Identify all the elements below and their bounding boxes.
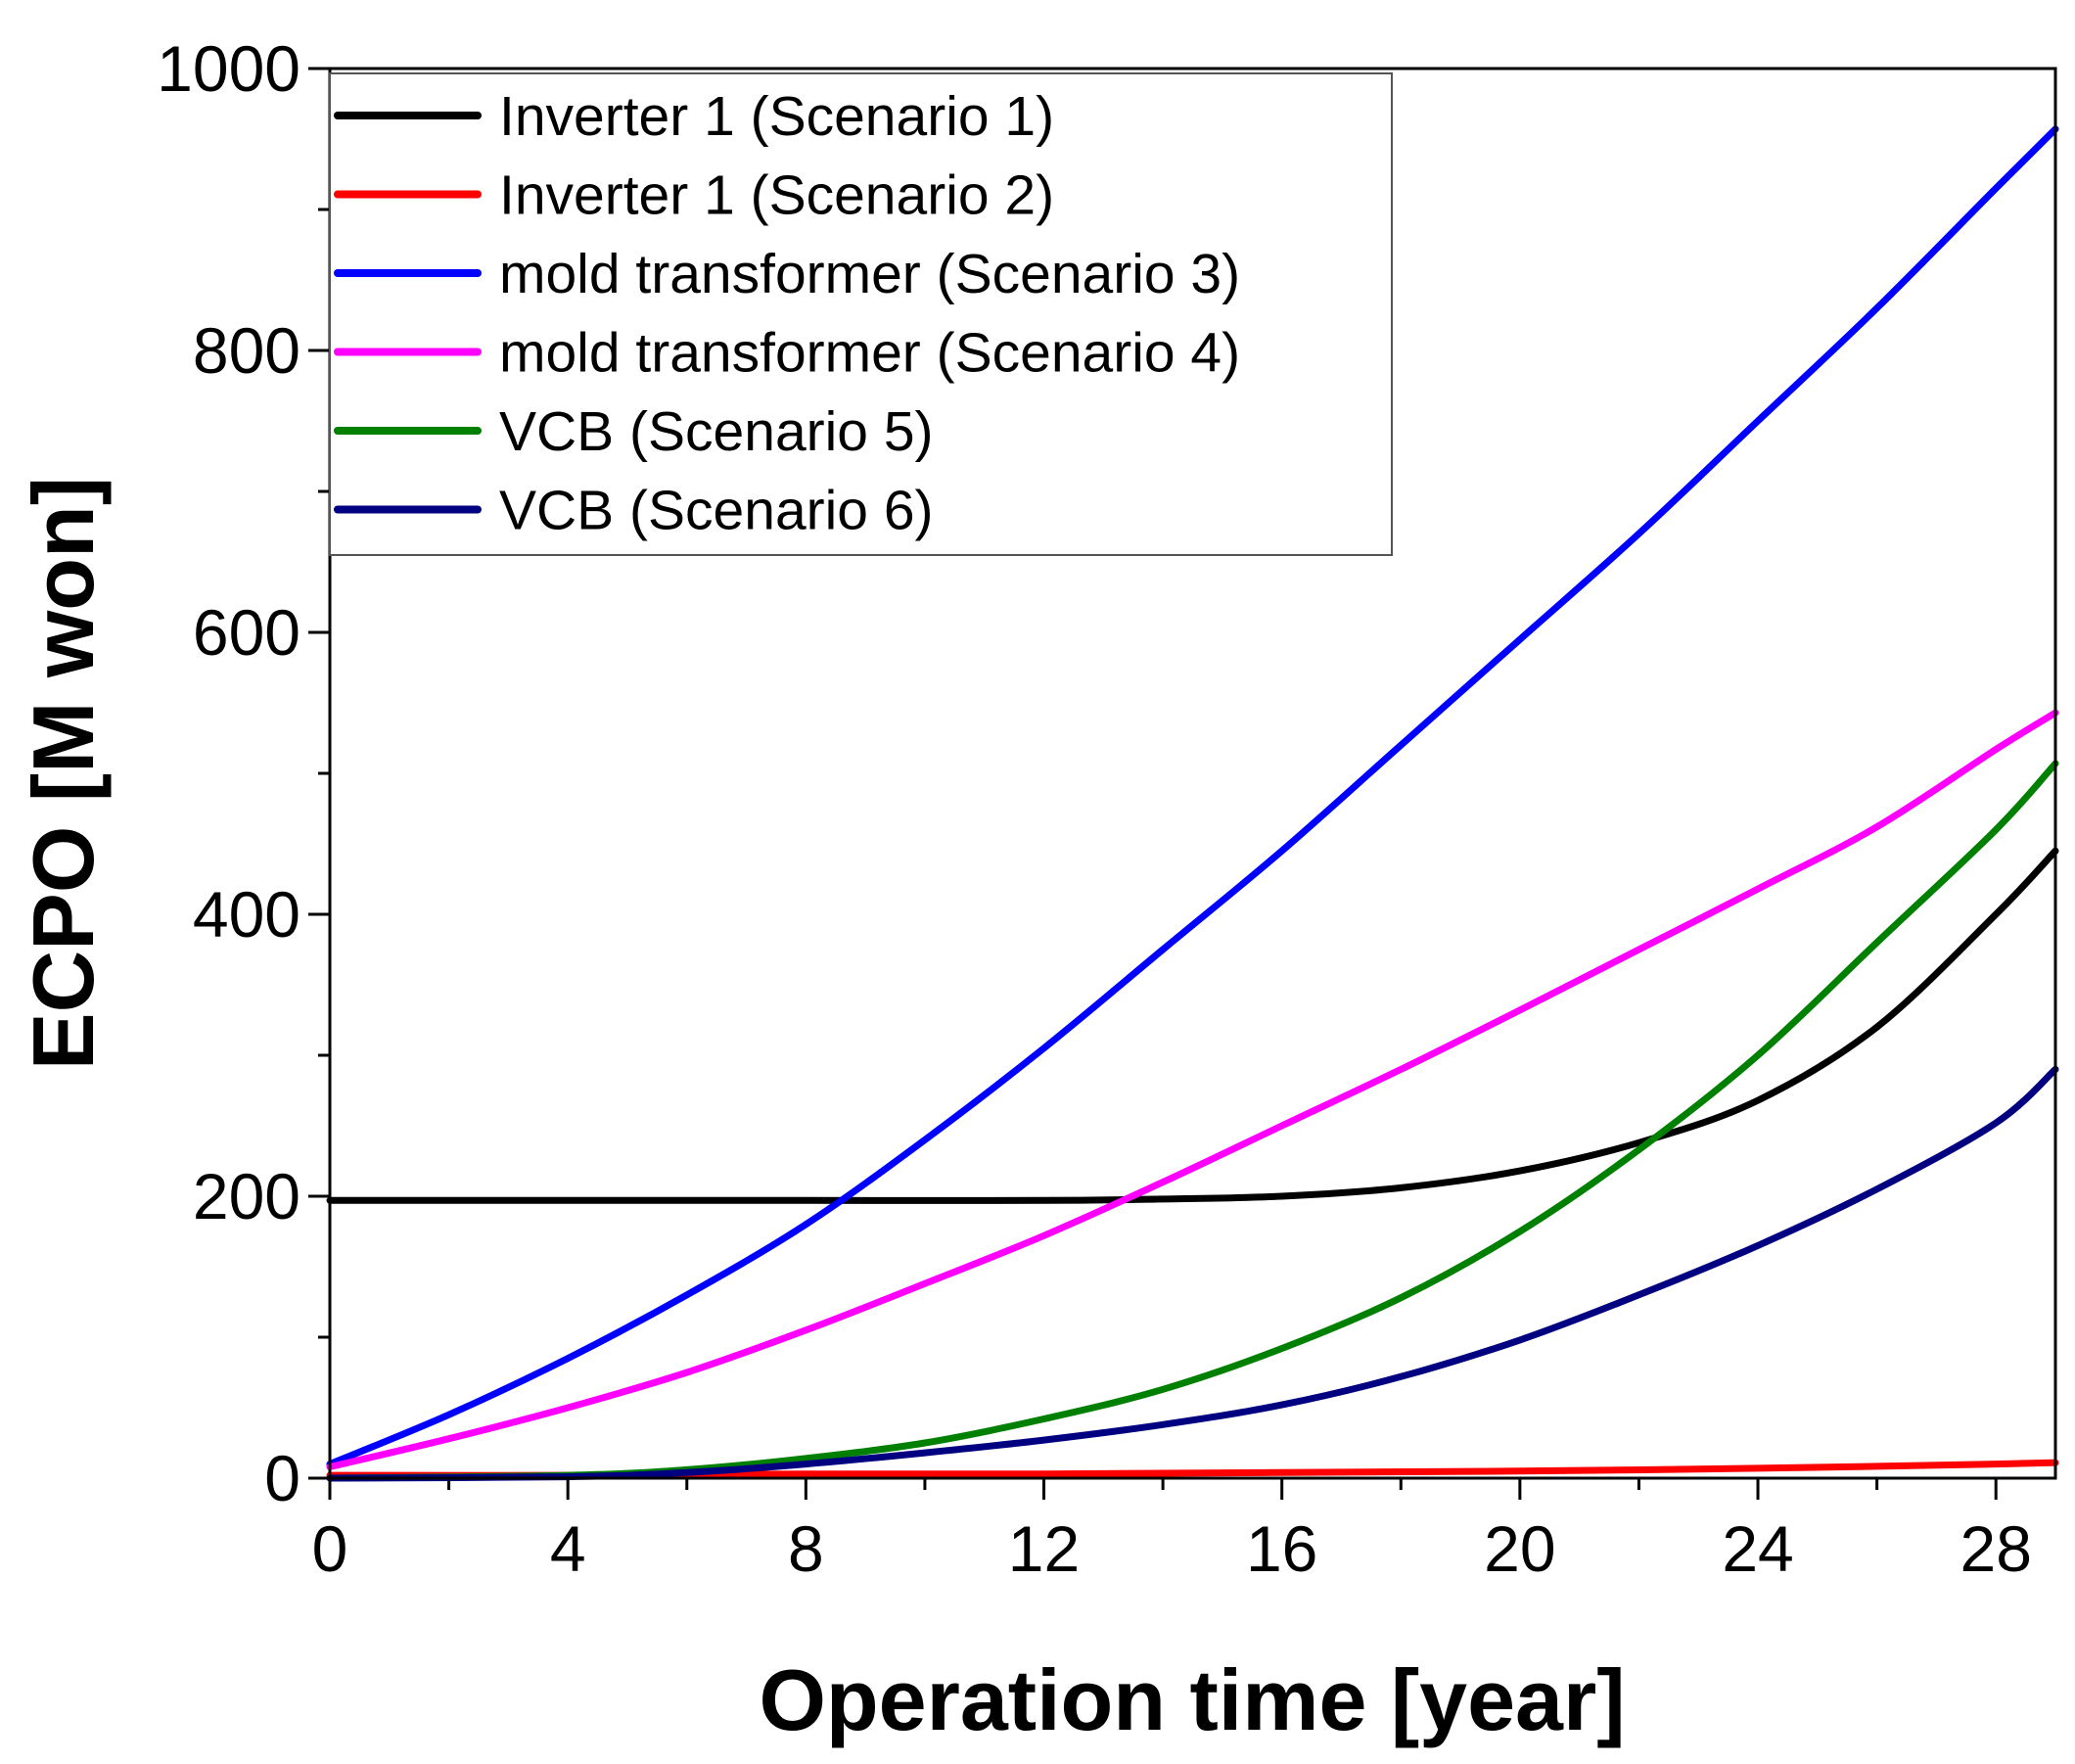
y-tick-label: 200 xyxy=(193,1160,300,1232)
x-tick-label: 24 xyxy=(1722,1512,1793,1585)
series-line-6 xyxy=(326,1065,2059,1482)
legend-label-5: VCB (Scenario 5) xyxy=(499,400,934,463)
y-tick-label: 0 xyxy=(264,1442,300,1514)
y-tick-label: 600 xyxy=(193,596,300,669)
y-tick-label: 1000 xyxy=(157,32,300,105)
x-tick-label: 8 xyxy=(788,1512,824,1585)
legend-box xyxy=(329,72,1393,556)
x-tick-label: 20 xyxy=(1484,1512,1555,1585)
series-layer xyxy=(326,125,2059,1482)
x-tick-label: 16 xyxy=(1246,1512,1317,1585)
legend-label-3: mold transformer (Scenario 3) xyxy=(499,243,1240,305)
tick-labels-layer: 0 4 8 12 16 20 24 28 0 200 400 600 800 1000 xyxy=(157,32,2032,1585)
series-line-3 xyxy=(326,125,2059,1468)
y-axis-title: ECPO [M won] xyxy=(15,477,112,1070)
x-tick-label: 28 xyxy=(1960,1512,2031,1585)
x-tick-label: 4 xyxy=(550,1512,586,1585)
x-tick-label: 12 xyxy=(1008,1512,1080,1585)
x-tick-label: 0 xyxy=(312,1512,348,1585)
ticks-layer xyxy=(308,67,1998,1500)
legend-label-4: mold transformer (Scenario 4) xyxy=(499,322,1240,385)
y-tick-label: 800 xyxy=(193,314,300,387)
legend-label-6: VCB (Scenario 6) xyxy=(499,480,934,542)
x-axis-title: Operation time [year] xyxy=(759,1651,1625,1748)
legend: Inverter 1 (Scenario 1) Inverter 1 (Scena… xyxy=(329,72,1393,556)
legend-entries: Inverter 1 (Scenario 1) Inverter 1 (Scena… xyxy=(334,85,1240,542)
y-tick-label: 400 xyxy=(193,878,300,951)
legend-label-1: Inverter 1 (Scenario 1) xyxy=(499,85,1054,148)
legend-label-2: Inverter 1 (Scenario 2) xyxy=(499,164,1054,227)
series-line-1 xyxy=(326,847,2059,1204)
series-line-4 xyxy=(326,709,2059,1470)
